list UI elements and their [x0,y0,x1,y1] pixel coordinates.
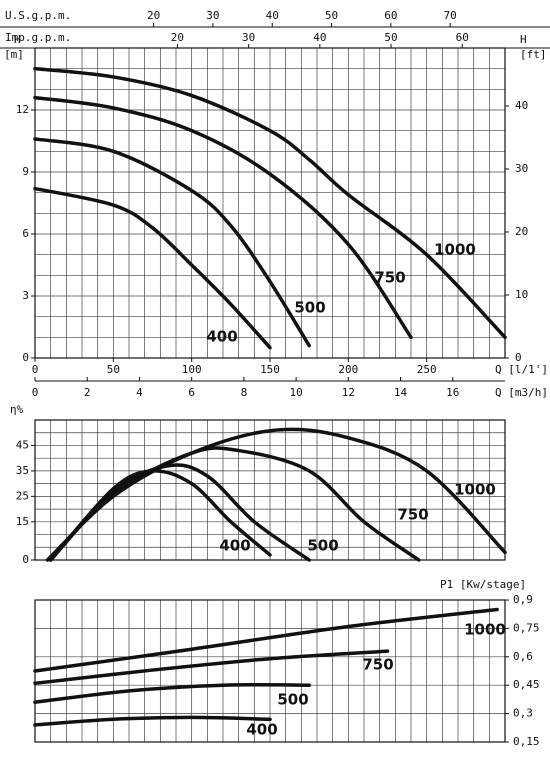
x-tick-label: 30 [206,9,219,22]
curve [33,607,499,673]
x-tick-label: 60 [384,9,397,22]
y-label: H [14,33,21,46]
x-tick-label: 100 [182,363,202,376]
y-label: P1 [Kw/stage] [440,578,526,591]
curve-label: 1000 [434,241,476,259]
curve [45,427,507,562]
x-tick-label: 12 [342,386,355,399]
x-tick-label: 50 [384,31,397,44]
y-tick-label: 0,45 [513,678,540,691]
x-tick-label: 50 [107,363,120,376]
y-label: η% [10,403,24,416]
y-unit: [m] [4,48,24,61]
x-tick-label: 20 [147,9,160,22]
curve-label: 500 [294,299,325,317]
curve-label: 500 [277,691,308,709]
x-tick-label: 250 [417,363,437,376]
x-tick-label: 50 [325,9,338,22]
curve-label: 750 [397,506,428,524]
x-tick-label: 40 [266,9,279,22]
x-tick-label: 14 [394,386,408,399]
y-tick-label: 0 [22,351,29,364]
x-tick-label: 6 [188,386,195,399]
y-tick-label: 6 [22,227,29,240]
y-tick-label: 0,3 [513,707,533,720]
curve [33,715,272,727]
y-tick-label: 0,9 [513,593,533,606]
x-tick-label: 16 [446,386,459,399]
y-tick-label: 0,6 [513,650,533,663]
y-tick-label: 15 [16,515,29,528]
curve [33,95,413,340]
y2-tick-label: 10 [515,288,528,301]
y2-tick-label: 40 [515,99,528,112]
y2-tick-label: 0 [515,351,522,364]
y-tick-label: 9 [22,165,29,178]
curve [33,66,507,340]
y-tick-label: 35 [16,464,29,477]
y2-unit: [ft] [520,48,547,61]
x-tick-label: 4 [136,386,143,399]
plot-frame [34,419,506,561]
x-tick-label: 20 [171,31,184,44]
x-tick-label: 2 [84,386,91,399]
x-tick-label: 10 [289,386,302,399]
curve [33,137,311,348]
curve-label: 750 [374,269,405,287]
curve [48,469,272,562]
y2-tick-label: 20 [515,225,528,238]
curve [48,446,421,562]
curve-label: 400 [219,537,250,555]
curve [33,683,311,704]
curve-label: 400 [206,328,237,346]
y-tick-label: 0 [22,553,29,566]
curve [33,649,390,686]
curve-label: 1000 [454,481,496,499]
x-tick-label: 8 [241,386,248,399]
y-tick-label: 0,15 [513,735,540,748]
x-tick-label: 40 [313,31,326,44]
curve [33,186,272,350]
y-tick-label: 12 [16,103,29,116]
y2-label: H [520,33,527,46]
x-tick-label: 0 [32,363,39,376]
curve-label: 750 [362,656,393,674]
curve-label: 400 [246,721,277,739]
x-tick-label: 60 [456,31,469,44]
y-tick-label: 45 [16,438,29,451]
y-tick-label: 25 [16,489,29,502]
x-tick-label: 200 [338,363,358,376]
curve-label: 500 [307,537,338,555]
x-tick-label: 0 [32,386,39,399]
x-tick-label: 70 [444,9,457,22]
y2-tick-label: 30 [515,162,528,175]
y-tick-label: 3 [22,289,29,302]
curve-label: 1000 [464,621,506,639]
axis-label: Q [m3/h] [495,386,548,399]
x-tick-label: 30 [242,31,255,44]
x-label: Q [l/1'] [495,363,548,376]
axis-label: U.S.g.p.m. [5,9,71,22]
y-tick-label: 0,75 [513,621,540,634]
x-tick-label: 150 [260,363,280,376]
axis-label: Imp.g.p.m. [5,31,71,44]
